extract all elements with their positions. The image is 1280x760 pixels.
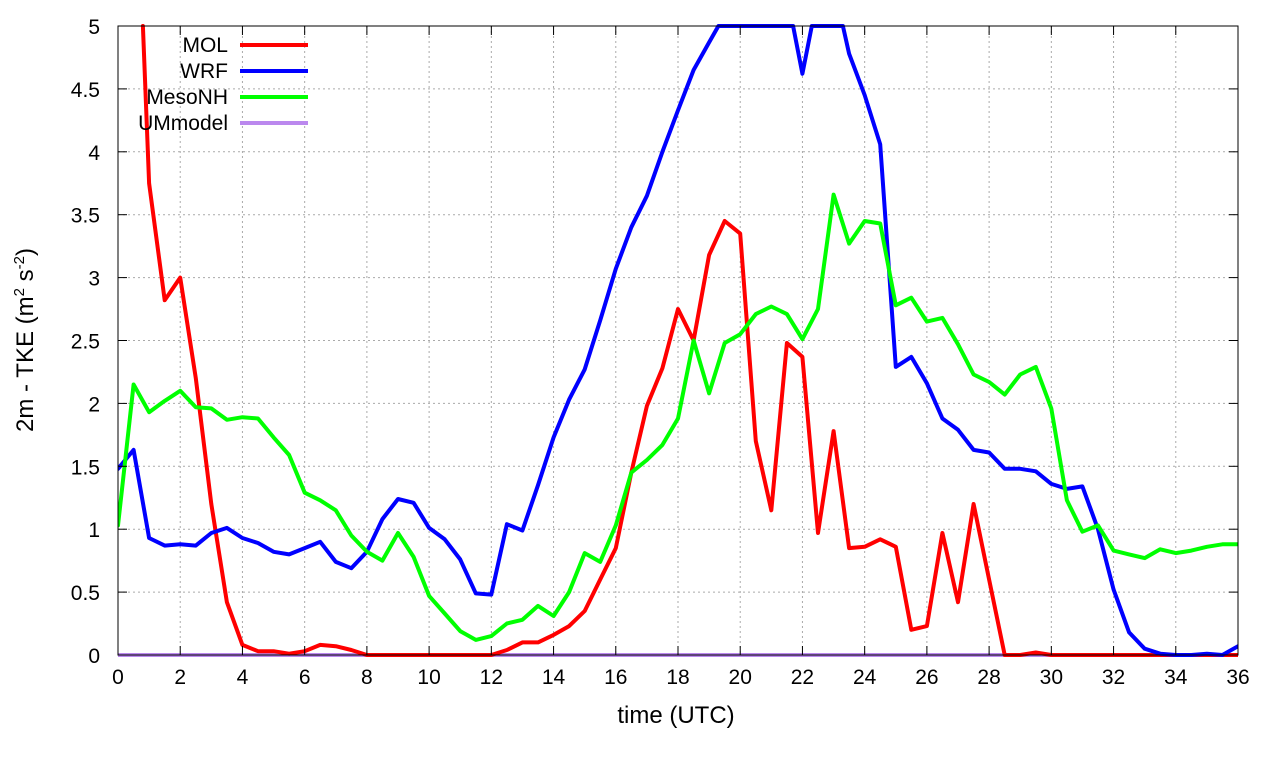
y-axis-title-superscript: -2 — [11, 256, 28, 269]
y-tick-label: 0 — [88, 645, 100, 668]
x-tick-label: 14 — [542, 666, 566, 689]
legend-label: UMmodel — [138, 112, 228, 135]
y-tick-label: 2 — [88, 393, 100, 416]
x-tick-label: 36 — [1226, 666, 1249, 689]
grid-lines — [117, 25, 1239, 656]
y-axis-title: 2m - TKE (m2 s-2) — [11, 248, 39, 432]
x-tick-label: 4 — [237, 666, 249, 689]
y-axis-title-part: 2m - TKE (m — [12, 296, 39, 432]
x-tick-label: 32 — [1102, 666, 1125, 689]
y-axis-title-part: s — [12, 269, 39, 288]
legend-label: MOL — [182, 34, 228, 57]
x-tick-label: 8 — [361, 666, 373, 689]
y-tick-label: 4.5 — [71, 79, 100, 102]
x-tick-label: 30 — [1040, 666, 1063, 689]
x-tick-label: 16 — [604, 666, 627, 689]
y-axis-title-superscript: 2 — [11, 288, 28, 296]
x-tick-label: 2 — [174, 666, 186, 689]
y-tick-label: 0.5 — [71, 582, 100, 605]
axis-ticks — [117, 25, 1239, 656]
x-tick-label: 12 — [480, 666, 503, 689]
y-tick-label: 3.5 — [71, 205, 100, 228]
series-line-mesonh — [118, 192, 1238, 642]
x-tick-label: 18 — [666, 666, 689, 689]
y-tick-label: 3 — [88, 268, 100, 291]
x-tick-label: 0 — [112, 666, 124, 689]
legend-label: WRF — [180, 60, 228, 83]
x-tick-label: 22 — [791, 666, 814, 689]
y-tick-label: 2.5 — [71, 331, 100, 354]
legend-label: MesoNH — [146, 86, 228, 109]
y-tick-labels: 0 0.5 1 1.5 2 2.5 3 3.5 4 4.5 5 — [71, 16, 101, 668]
x-tick-label: 26 — [915, 666, 938, 689]
x-tick-label: 28 — [977, 666, 1000, 689]
x-tick-label: 34 — [1164, 666, 1188, 689]
y-axis-title-part: ) — [12, 248, 39, 256]
y-tick-label: 4 — [88, 142, 100, 165]
series-line-wrf — [118, 24, 1238, 657]
x-tick-label: 6 — [299, 666, 311, 689]
x-tick-label: 24 — [853, 666, 877, 689]
legend: MOL WRF MesoNH UMmodel — [138, 34, 308, 135]
x-tick-label: 10 — [417, 666, 440, 689]
y-tick-label: 1 — [88, 519, 100, 542]
y-tick-label: 1.5 — [71, 456, 100, 479]
x-tick-label: 20 — [729, 666, 752, 689]
y-tick-label: 5 — [88, 16, 100, 39]
x-tick-labels: 0 2 4 6 8 10 12 14 16 18 20 22 24 26 28 30 32 34 36 — [112, 666, 1250, 689]
x-axis-title: time (UTC) — [617, 702, 734, 729]
